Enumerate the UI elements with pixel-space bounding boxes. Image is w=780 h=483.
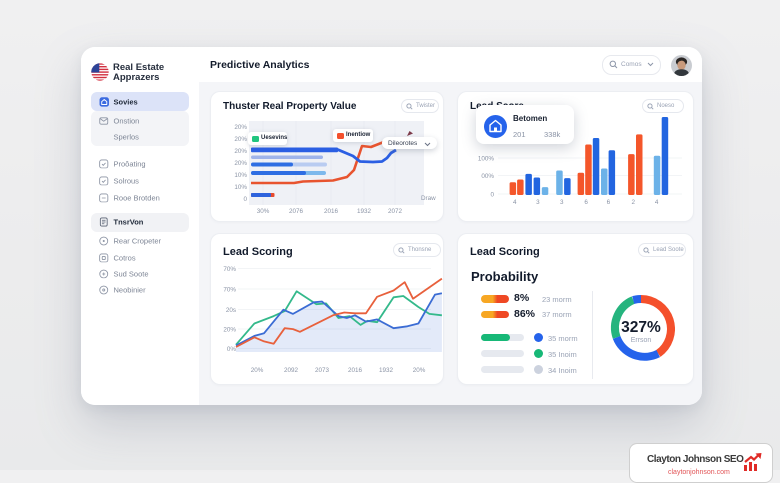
svg-text:20s: 20s (226, 307, 236, 314)
svg-text:100%: 100% (478, 156, 495, 163)
svg-text:0: 0 (490, 192, 494, 199)
svg-text:4: 4 (513, 199, 517, 206)
svg-text:2092: 2092 (284, 367, 299, 374)
svg-text:Errson: Errson (631, 337, 652, 344)
svg-text:Draw: Draw (421, 195, 436, 202)
svg-text:3: 3 (536, 199, 540, 206)
svg-text:4: 4 (655, 199, 659, 206)
svg-text:30%: 30% (257, 208, 270, 215)
svg-text:20%: 20% (223, 327, 236, 334)
svg-text:2072: 2072 (388, 208, 403, 215)
svg-text:0: 0 (243, 196, 247, 203)
svg-text:2073: 2073 (315, 367, 330, 374)
svg-text:327%: 327% (621, 319, 661, 336)
svg-text:2076: 2076 (289, 208, 304, 215)
svg-text:20%: 20% (234, 160, 247, 167)
svg-text:1932: 1932 (379, 367, 394, 374)
svg-text:2016: 2016 (324, 208, 339, 215)
svg-text:20%: 20% (413, 367, 426, 374)
svg-text:2: 2 (631, 199, 635, 206)
svg-text:00%: 00% (481, 173, 494, 180)
svg-text:6: 6 (607, 199, 611, 206)
svg-text:70%: 70% (223, 266, 236, 273)
svg-text:70%: 70% (223, 287, 236, 294)
svg-text:20%: 20% (251, 367, 264, 374)
svg-text:10%: 10% (234, 184, 247, 191)
svg-text:20%: 20% (234, 136, 247, 143)
svg-text:20%: 20% (234, 124, 247, 131)
svg-text:1932: 1932 (357, 208, 372, 215)
svg-text:2016: 2016 (348, 367, 363, 374)
svg-text:10%: 10% (234, 172, 247, 179)
svg-text:20%: 20% (234, 148, 247, 155)
svg-text:3: 3 (560, 199, 564, 206)
svg-text:6: 6 (584, 199, 588, 206)
svg-text:0%: 0% (227, 346, 237, 353)
